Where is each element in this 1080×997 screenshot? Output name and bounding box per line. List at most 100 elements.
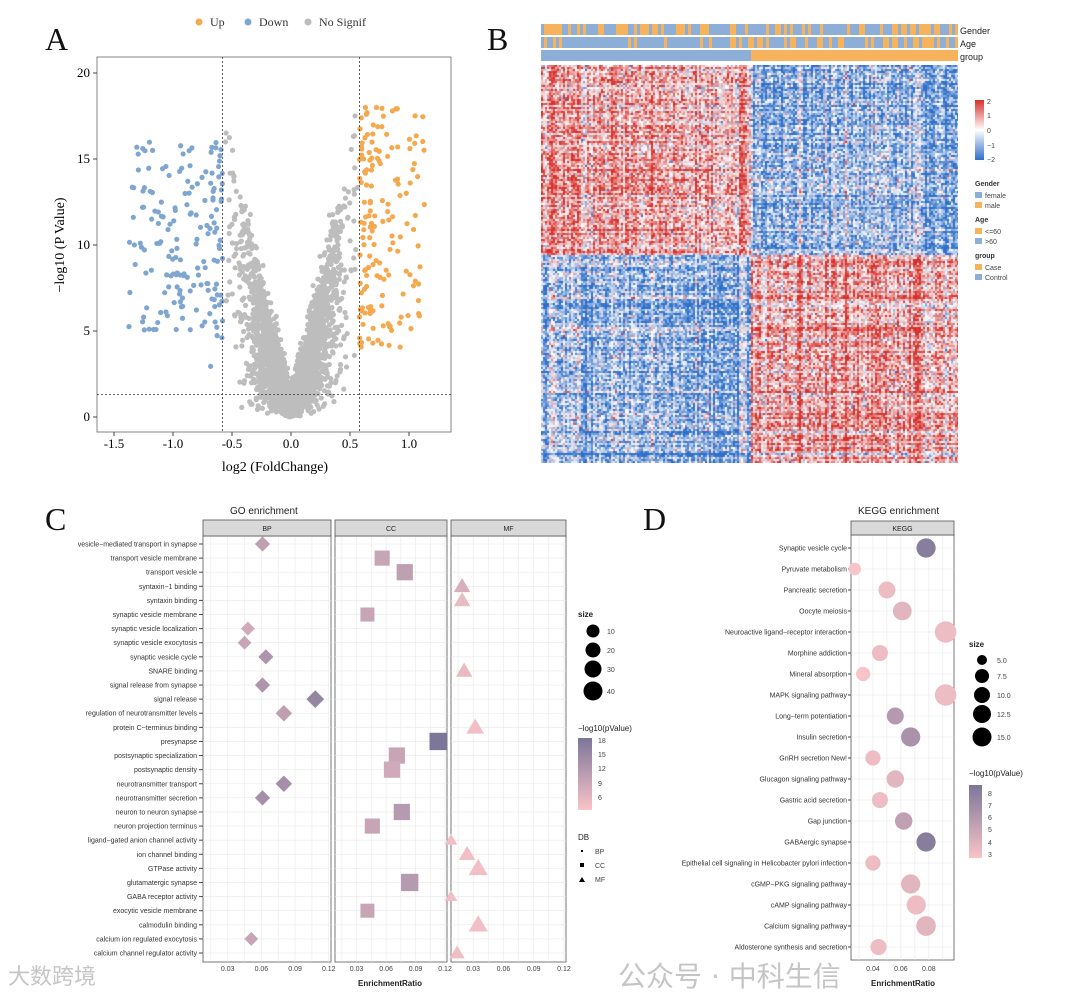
volcano-point-down [173, 326, 179, 333]
volcano-point-nosig [341, 336, 347, 342]
term-label: vesicle−mediated transport in synapse [78, 542, 197, 549]
annotation-age-cell [829, 37, 832, 48]
volcano-point-up [386, 272, 392, 278]
annotation-gender-cell [706, 24, 709, 35]
volcano-point-up [370, 261, 376, 268]
annotation-gender-cell [748, 24, 751, 35]
annotation-group-cell [763, 50, 766, 61]
volcano-point-up [379, 198, 386, 204]
volcano-point-down [216, 163, 222, 170]
annotation-gender-cell [787, 24, 790, 35]
volcano-point-up [392, 177, 399, 183]
annotation-age-cell [886, 37, 889, 48]
volcano-point-nosig [240, 228, 246, 234]
kegg-point [901, 874, 921, 894]
annotation-gender-cell [772, 24, 775, 35]
volcano-point-up [369, 228, 375, 234]
volcano-point-nosig [338, 224, 344, 230]
volcano-point-down [158, 199, 164, 205]
x-tick-label: 0.12 [322, 966, 336, 973]
kegg-point [906, 895, 926, 915]
annotation-age-cell [622, 37, 625, 48]
annotation-group-cell [733, 50, 736, 61]
volcano-point-nosig [274, 372, 281, 378]
annotation-gender-cell [571, 24, 574, 35]
annotation-age-cell [736, 37, 739, 48]
annotation-age-cell [781, 37, 784, 48]
volcano-point-nosig [311, 349, 317, 355]
annotation-group-cell [835, 50, 838, 61]
term-label: GABA receptor activity [127, 894, 198, 901]
annotation-gender-cell [664, 24, 667, 35]
volcano-point-down [167, 221, 173, 227]
volcano-point-nosig [232, 251, 239, 257]
go-point-cc [374, 550, 390, 566]
volcano-point-up [379, 303, 385, 309]
x-tick-label: 0.12 [438, 966, 452, 973]
volcano-point-nosig [253, 355, 260, 361]
volcano-point-nosig [293, 365, 299, 371]
volcano-point-nosig [323, 302, 329, 308]
volcano-plot: -1.5 -1.0 -0.5 0.0 0.5 1.0 0 5 10 15 20 log2 (Fold… [53, 15, 452, 475]
annotation-group-cell [661, 50, 664, 61]
color-tick: 9 [598, 781, 602, 788]
annotation-group-cell [781, 50, 784, 61]
y-tick-label: 20 [77, 65, 90, 80]
x-tick-label: 0.06 [497, 966, 511, 973]
annotation-age-cell [607, 37, 610, 48]
term-label: postsynaptic specialization [114, 753, 197, 760]
annotation-gender-cell [811, 24, 814, 35]
annotation-group-cell [604, 50, 607, 61]
annotation-gender-cell [877, 24, 880, 35]
annotation-age-cell [901, 37, 904, 48]
color-tick: 15 [598, 752, 606, 759]
volcano-point-nosig [304, 342, 310, 348]
annotation-group-cell [811, 50, 814, 61]
volcano-point-down [141, 247, 148, 253]
volcano-point-nosig [231, 178, 237, 184]
annotation-group-cell [823, 50, 826, 61]
volcano-point-down [213, 207, 220, 213]
annotation-gender-cell [586, 24, 589, 35]
legend-male: male [985, 203, 1000, 210]
volcano-point-up [394, 106, 400, 112]
annotation-gender-cell [868, 24, 871, 35]
volcano-point-nosig [317, 313, 323, 319]
annotation-group-cell [682, 50, 685, 61]
annotation-age-cell [679, 37, 682, 48]
volcano-point-nosig [238, 238, 245, 244]
volcano-point-nosig [331, 399, 337, 405]
annotation-gender-cell [814, 24, 817, 35]
annotation-gender-cell [658, 24, 661, 35]
volcano-point-nosig [241, 245, 247, 251]
annotation-gender-cell [907, 24, 910, 35]
volcano-point-nosig [252, 365, 258, 371]
volcano-point-nosig [250, 269, 256, 275]
watermark-left: 大数跨境 [8, 965, 97, 990]
annotation-age-cell [952, 37, 955, 48]
go-point-cc [364, 818, 380, 834]
annotation-age-cell [904, 37, 907, 48]
volcano-point-nosig [237, 284, 243, 290]
annotation-group-cell [748, 50, 751, 61]
annotation-gender-cell [904, 24, 907, 35]
annotation-age-cell [703, 37, 706, 48]
annotation-age-cell [724, 37, 727, 48]
volcano-point-down [140, 319, 146, 325]
volcano-point-nosig [267, 374, 273, 381]
annotation-gender-cell [886, 24, 889, 35]
annotation-age-cell [706, 37, 709, 48]
annotation-gender-cell [694, 24, 697, 35]
volcano-point-up [367, 235, 373, 241]
annotation-gender-cell [931, 24, 934, 35]
volcano-point-nosig [312, 311, 318, 317]
volcano-point-down [216, 242, 222, 249]
annotation-gender-cell [685, 24, 688, 35]
volcano-point-nosig [312, 390, 318, 396]
annotation-age-cell [748, 37, 751, 48]
volcano-point-down [141, 327, 147, 333]
annotation-gender-cell [871, 24, 874, 35]
volcano-point-up [421, 147, 427, 153]
legend-up-swatch [195, 18, 203, 26]
volcano-point-nosig [282, 412, 288, 418]
